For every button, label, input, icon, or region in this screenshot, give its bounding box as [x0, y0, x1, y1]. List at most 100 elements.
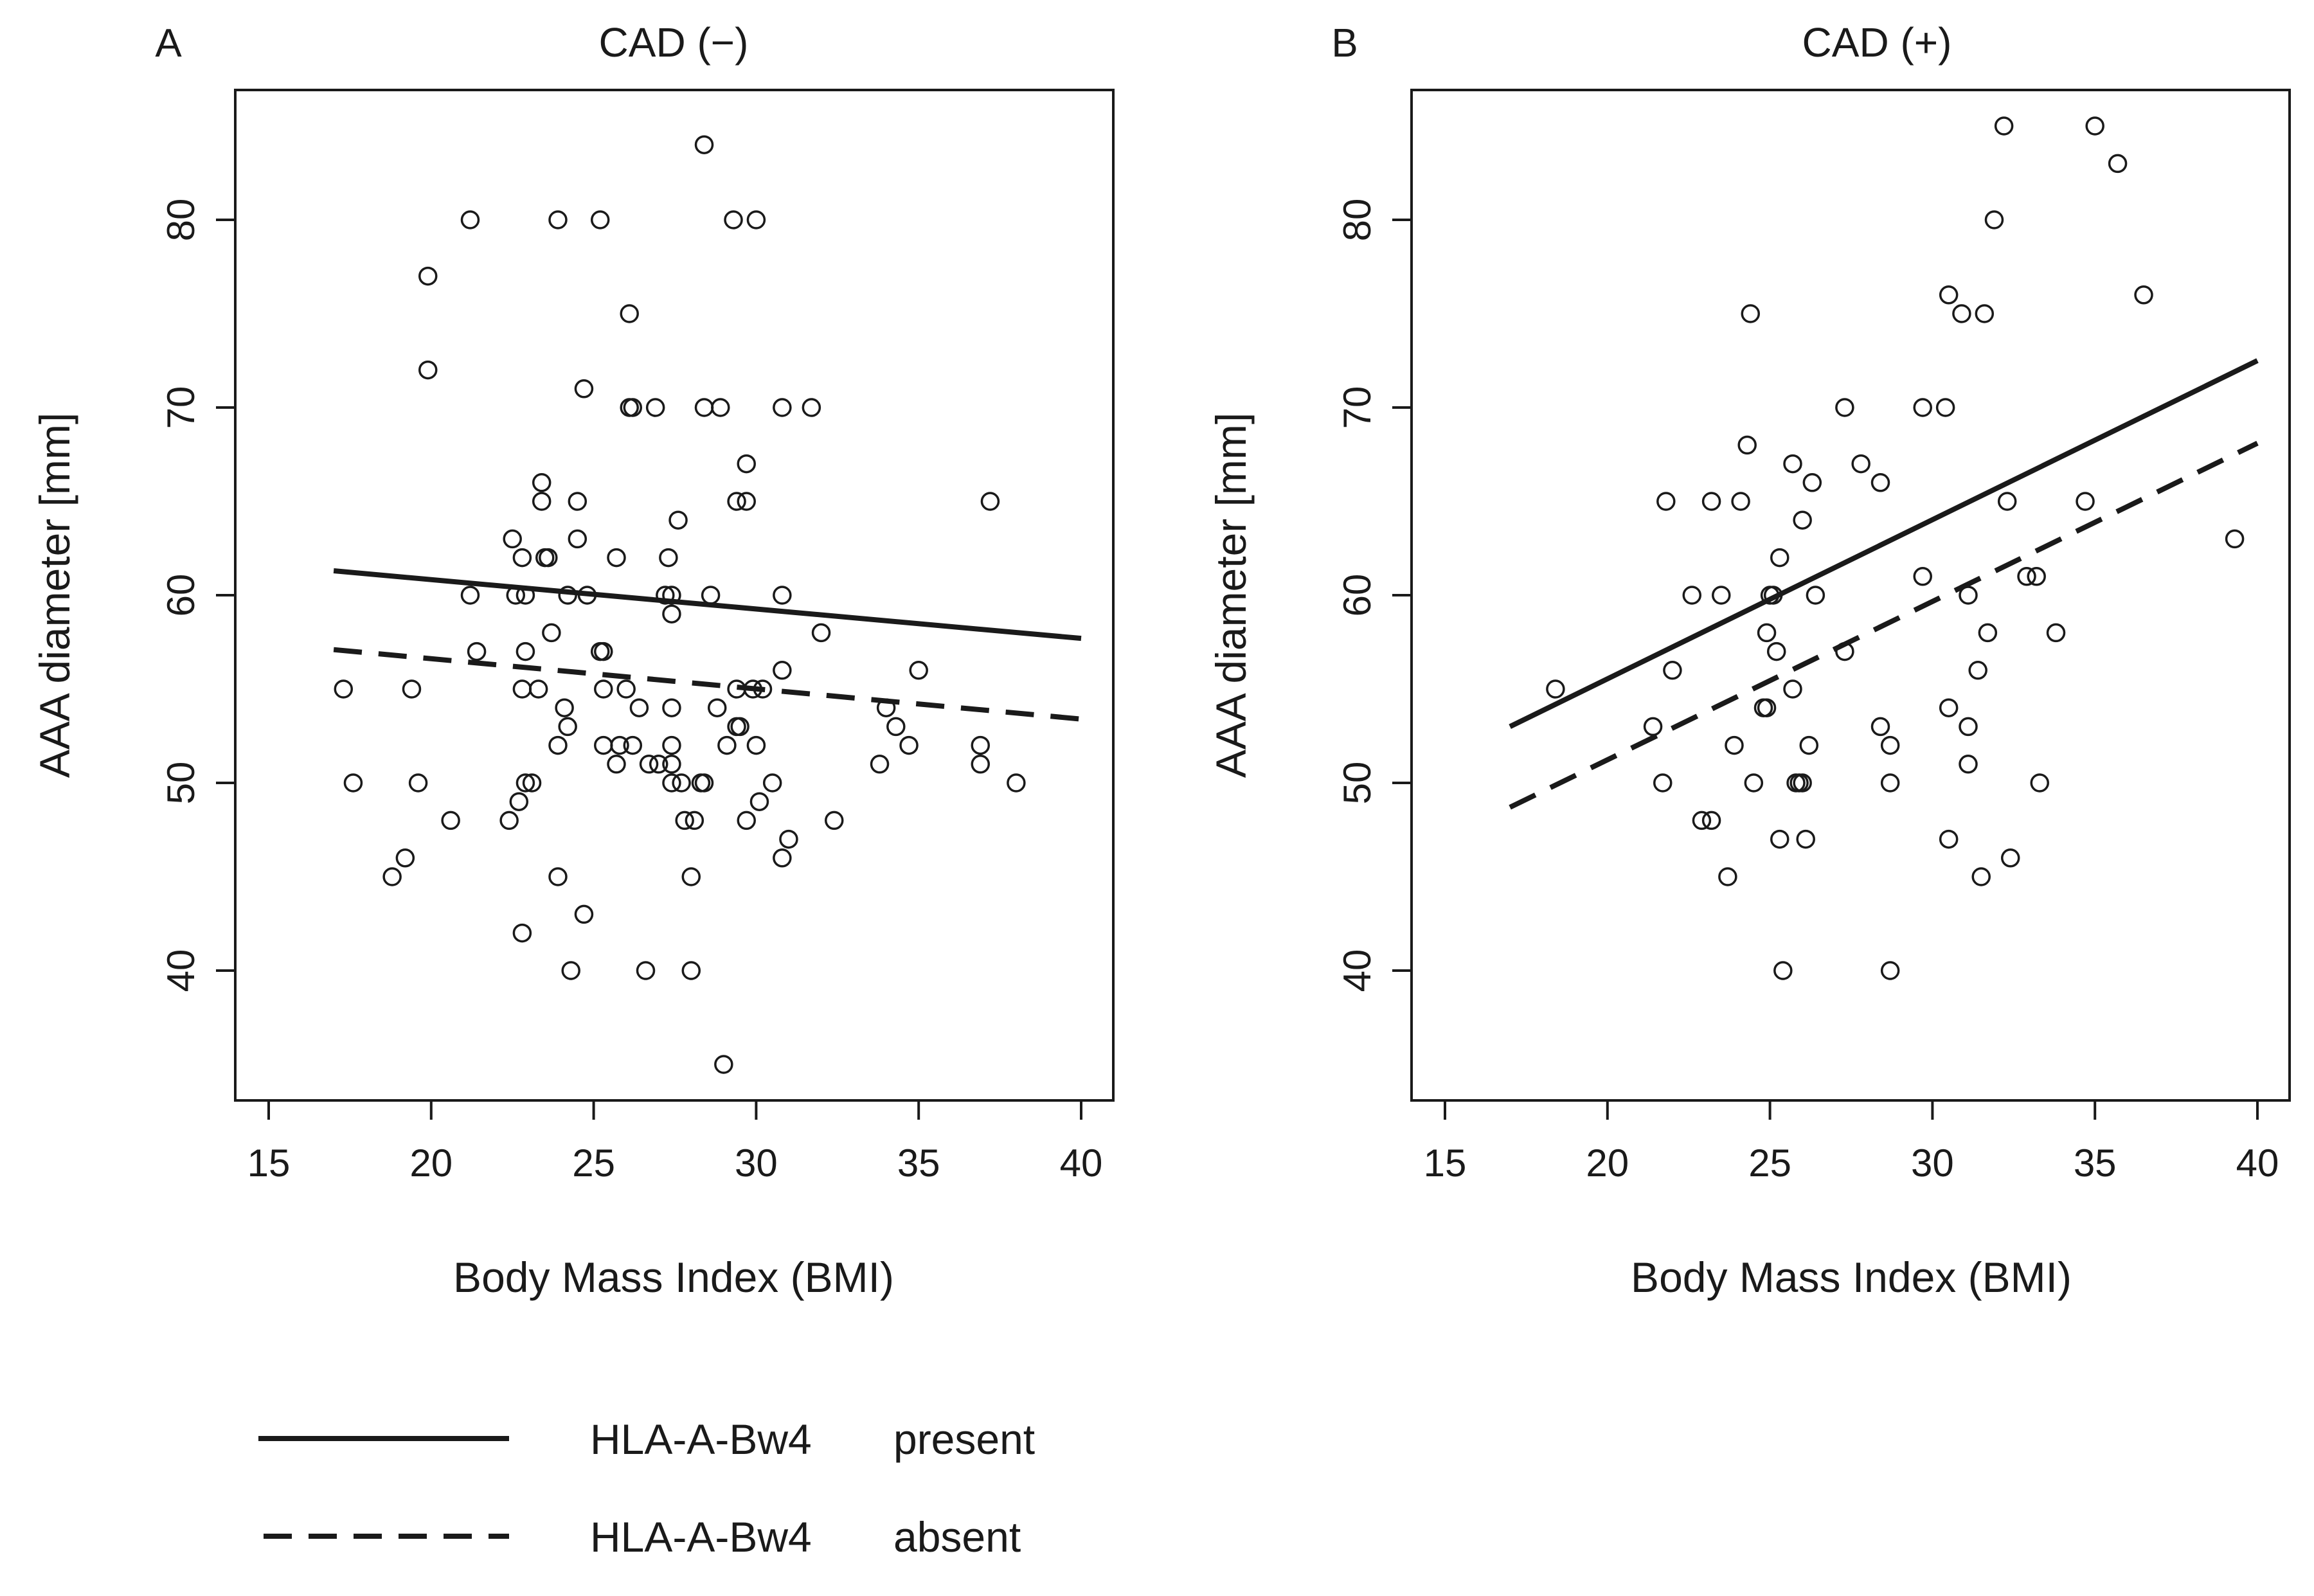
- y-tick-label: 60: [1336, 574, 1379, 617]
- y-tick-label: 40: [1336, 949, 1379, 992]
- data-point: [610, 735, 629, 755]
- legend-state-absent: absent: [893, 1513, 1021, 1561]
- data-point: [899, 735, 919, 755]
- data-point: [1643, 717, 1663, 737]
- data-point: [623, 735, 643, 755]
- data-point: [594, 735, 613, 755]
- data-point: [512, 679, 532, 699]
- x-tick-label: 40: [2236, 1142, 2279, 1185]
- legend-name-present: HLA-A-Bw4: [590, 1415, 812, 1463]
- data-point: [1997, 492, 2017, 511]
- data-point: [694, 135, 714, 154]
- x-tick-label: 40: [1060, 1142, 1103, 1185]
- data-point: [746, 735, 766, 755]
- data-point: [1796, 829, 1815, 849]
- data-point: [685, 811, 704, 830]
- data-point: [1718, 867, 1737, 886]
- data-point: [1870, 473, 1890, 492]
- data-point: [343, 773, 363, 793]
- data-point: [532, 473, 552, 492]
- data-point: [418, 360, 438, 380]
- x-axis-label: Body Mass Index (BMI): [1631, 1253, 2072, 1301]
- data-point: [1737, 435, 1757, 455]
- data-point: [824, 811, 844, 830]
- data-point: [1959, 755, 1978, 774]
- data-point: [503, 529, 522, 549]
- data-point: [1939, 285, 1959, 305]
- data-point: [1802, 473, 1822, 492]
- data-point: [1935, 398, 1955, 417]
- data-point: [1663, 661, 1682, 680]
- data-point: [1757, 623, 1777, 643]
- data-point: [395, 848, 415, 868]
- fit-line-present: [333, 568, 1082, 641]
- data-point: [746, 210, 766, 229]
- data-point: [779, 829, 798, 849]
- data-point: [607, 548, 626, 568]
- data-point: [512, 548, 532, 568]
- x-tick-label: 30: [1911, 1142, 1954, 1185]
- y-tick-label: 80: [1336, 199, 1379, 242]
- data-point: [1806, 586, 1825, 605]
- data-point: [1741, 304, 1761, 323]
- data-point: [662, 755, 681, 774]
- data-point: [1692, 811, 1712, 830]
- data-point: [773, 586, 792, 605]
- data-point: [662, 735, 681, 755]
- data-point: [629, 698, 649, 717]
- x-tick-label: 20: [1586, 1142, 1629, 1185]
- x-axis-label: Body Mass Index (BMI): [453, 1253, 894, 1301]
- data-point: [659, 548, 678, 568]
- data-point: [418, 266, 438, 286]
- data-point: [1770, 829, 1789, 849]
- data-point: [724, 210, 743, 229]
- data-point: [2030, 773, 2049, 793]
- data-point: [334, 679, 354, 699]
- data-point: [558, 717, 577, 737]
- data-point: [1835, 398, 1854, 417]
- data-point: [1653, 773, 1673, 793]
- data-point: [568, 529, 587, 549]
- legend-state-present: present: [893, 1415, 1035, 1463]
- data-point: [1744, 773, 1764, 793]
- data-point: [1959, 717, 1978, 737]
- data-point: [886, 717, 906, 737]
- data-point: [1701, 492, 1721, 511]
- panel-b: B CAD (+) 15 20 25 30 35 40 40 50 60 70 80 Body Mass …: [1207, 19, 2291, 1301]
- y-tick-label: 70: [1336, 386, 1379, 429]
- data-point: [2108, 154, 2128, 174]
- data-point: [971, 735, 991, 755]
- data-point: [1731, 492, 1750, 511]
- data-point: [694, 398, 714, 417]
- data-point: [662, 604, 681, 623]
- data-point: [512, 923, 532, 943]
- data-point: [590, 210, 610, 229]
- data-point: [382, 867, 402, 886]
- data-point: [2027, 567, 2046, 586]
- data-point: [1770, 548, 1789, 568]
- data-point: [802, 398, 821, 417]
- data-point: [499, 811, 519, 830]
- panel-letter: A: [155, 21, 182, 66]
- data-point: [1783, 679, 1802, 699]
- data-point: [1793, 510, 1812, 530]
- data-point: [714, 1055, 733, 1074]
- data-point: [1913, 567, 1932, 586]
- data-point: [717, 735, 737, 755]
- fit-line-absent: [333, 647, 1082, 722]
- data-point: [675, 811, 694, 830]
- plot-frame: [1410, 89, 2291, 1102]
- panel-a: A CAD (−) 15 20 25 30 35 40 40 50 60 70 80 Body Mass …: [31, 19, 1115, 1301]
- data-point: [2225, 529, 2245, 549]
- data-point: [620, 304, 639, 323]
- data-point: [1978, 623, 1998, 643]
- data-point: [1880, 735, 1900, 755]
- panel-title: CAD (+): [1802, 19, 1952, 66]
- data-point: [656, 586, 675, 605]
- data-point: [1984, 210, 2004, 229]
- data-point: [441, 811, 460, 830]
- data-point: [711, 398, 730, 417]
- data-point: [1851, 454, 1870, 474]
- data-point: [516, 641, 535, 661]
